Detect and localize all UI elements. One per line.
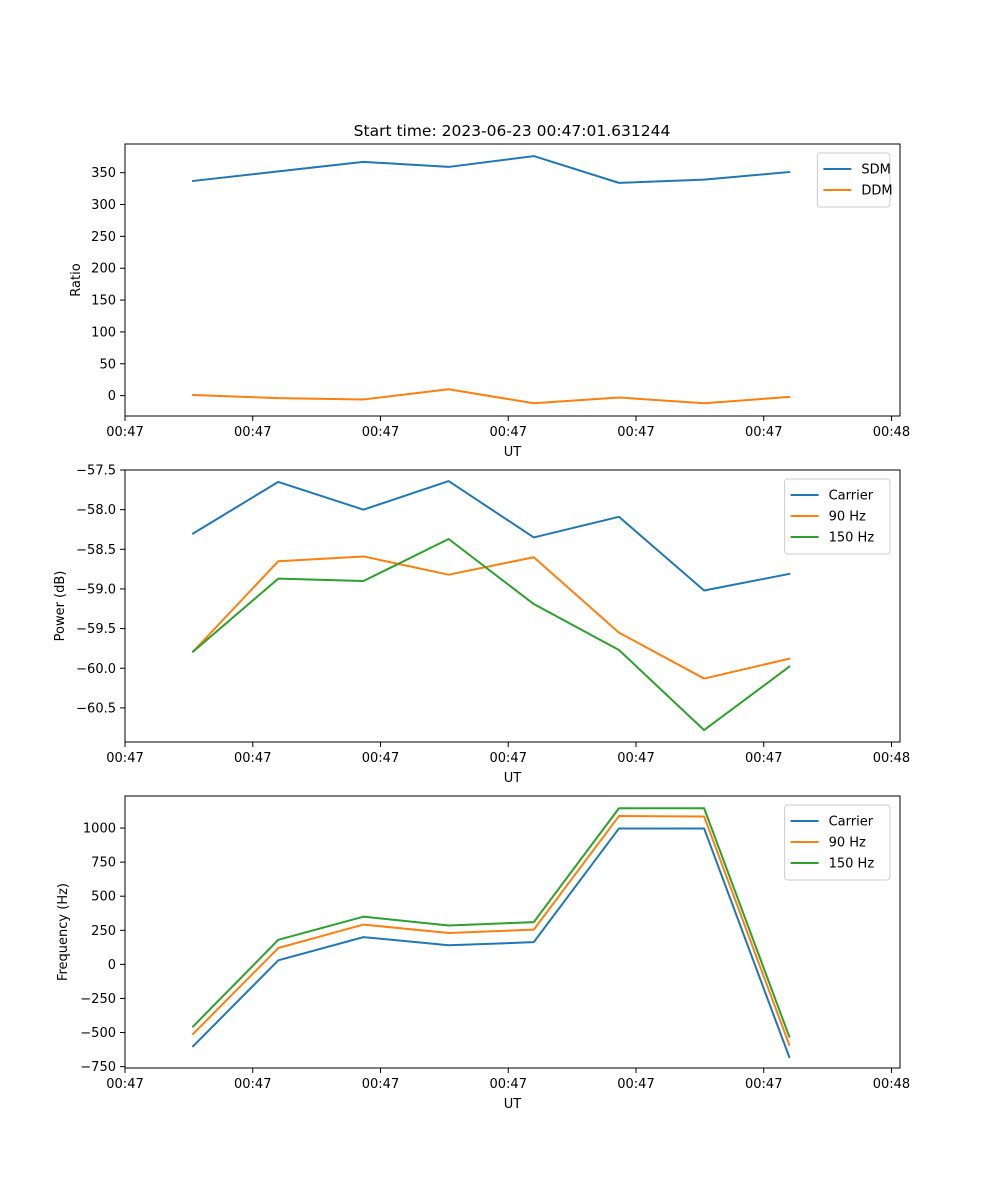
- x-axis-label: UT: [504, 1097, 522, 1112]
- series-line-ddm: [192, 388, 791, 405]
- x-tick-label: 00:47: [490, 1077, 527, 1092]
- x-tick-label: 00:48: [873, 425, 910, 440]
- y-axis-label: Ratio: [69, 263, 84, 296]
- x-tick-label: 00:47: [234, 751, 271, 766]
- axes-frame: [124, 795, 901, 1069]
- y-tick-label: 250: [91, 924, 116, 939]
- legend: Carrier 90 Hz 150 Hz: [784, 478, 891, 555]
- x-axis-label: UT: [504, 445, 522, 460]
- legend-label: 90 Hz: [829, 836, 866, 851]
- subplot-1: 00:47 00:47 00:47 00:47 00:47 00:47 00:48 0 50 10…: [69, 143, 910, 460]
- y-tick-label: 0: [108, 389, 116, 404]
- y-tick-label: 0: [108, 958, 116, 973]
- x-tick-label: 00:47: [617, 1077, 654, 1092]
- legend-box: [784, 804, 891, 881]
- y-tick-label: 250: [91, 230, 116, 245]
- y-tick-label: 500: [91, 890, 116, 905]
- x-axis-label: UT: [504, 771, 522, 786]
- y-axis-label: Power (dB): [53, 571, 68, 642]
- x-tick-label: 00:47: [490, 751, 527, 766]
- legend-label: 150 Hz: [829, 857, 875, 872]
- y-tick-label: 100: [91, 325, 116, 340]
- x-tick-label: 00:47: [490, 425, 527, 440]
- y-tick-label: −59.5: [76, 622, 116, 637]
- x-tick-label: 00:47: [234, 1077, 271, 1092]
- x-tick-label: 00:47: [617, 751, 654, 766]
- series-line-90-hz: [191, 815, 791, 1047]
- x-tick-label: 00:47: [745, 425, 782, 440]
- series-line-sdm: [192, 155, 791, 184]
- legend-box: [816, 152, 891, 208]
- y-tick-label: 300: [91, 198, 116, 213]
- x-tick-label: 00:48: [873, 751, 910, 766]
- series-line-150-hz: [191, 807, 791, 1038]
- x-tick-label: 00:47: [617, 425, 654, 440]
- x-tick-label: 00:47: [362, 751, 399, 766]
- legend-label: DDM: [861, 184, 892, 199]
- legend: SDM DDM: [816, 152, 893, 208]
- x-tick-label: 00:47: [362, 1077, 399, 1092]
- legend-label: 150 Hz: [829, 531, 875, 546]
- legend-box: [784, 478, 891, 555]
- y-tick-label: −750: [80, 1060, 116, 1075]
- series-line-90-hz: [191, 555, 791, 680]
- x-tick-label: 00:47: [106, 1077, 143, 1092]
- x-tick-label: 00:47: [362, 425, 399, 440]
- y-tick-label: −58.5: [76, 543, 116, 558]
- x-tick-label: 00:47: [106, 751, 143, 766]
- y-tick-label: −57.5: [76, 464, 116, 479]
- y-tick-label: −250: [80, 992, 116, 1007]
- subplot-3: 00:47 00:47 00:47 00:47 00:47 00:47 00:48 −750 −…: [56, 795, 910, 1112]
- y-tick-label: 750: [91, 856, 116, 871]
- y-axis-label: Frequency (Hz): [56, 883, 71, 981]
- y-tick-label: 1000: [83, 822, 116, 837]
- subplot-2: 00:47 00:47 00:47 00:47 00:47 00:47 00:48 −57.5…: [53, 464, 910, 787]
- series-line-carrier: [191, 480, 791, 592]
- y-tick-label: −59.0: [76, 582, 116, 597]
- series-line-carrier: [191, 827, 791, 1059]
- legend-label: Carrier: [829, 489, 874, 504]
- y-tick-label: 350: [91, 166, 116, 181]
- x-tick-label: 00:47: [745, 751, 782, 766]
- legend-label: SDM: [861, 163, 890, 178]
- y-tick-label: 200: [91, 262, 116, 277]
- x-tick-label: 00:47: [745, 1077, 782, 1092]
- axes-frame: [124, 469, 901, 743]
- y-tick-label: 150: [91, 294, 116, 309]
- y-tick-label: −60.0: [76, 662, 116, 677]
- x-tick-label: 00:48: [873, 1077, 910, 1092]
- legend-label: Carrier: [829, 815, 874, 830]
- y-tick-label: −500: [80, 1026, 116, 1041]
- legend-label: 90 Hz: [829, 510, 866, 525]
- y-tick-label: −58.0: [76, 503, 116, 518]
- y-tick-label: −60.5: [76, 701, 116, 716]
- legend: Carrier 90 Hz 150 Hz: [784, 804, 891, 881]
- x-tick-label: 00:47: [234, 425, 271, 440]
- series-line-150-hz: [191, 537, 791, 732]
- figure-title: Start time: 2023-06-23 00:47:01.631244: [354, 122, 671, 140]
- x-tick-label: 00:47: [106, 425, 143, 440]
- y-tick-label: 50: [99, 357, 116, 372]
- axes-frame: [124, 143, 901, 417]
